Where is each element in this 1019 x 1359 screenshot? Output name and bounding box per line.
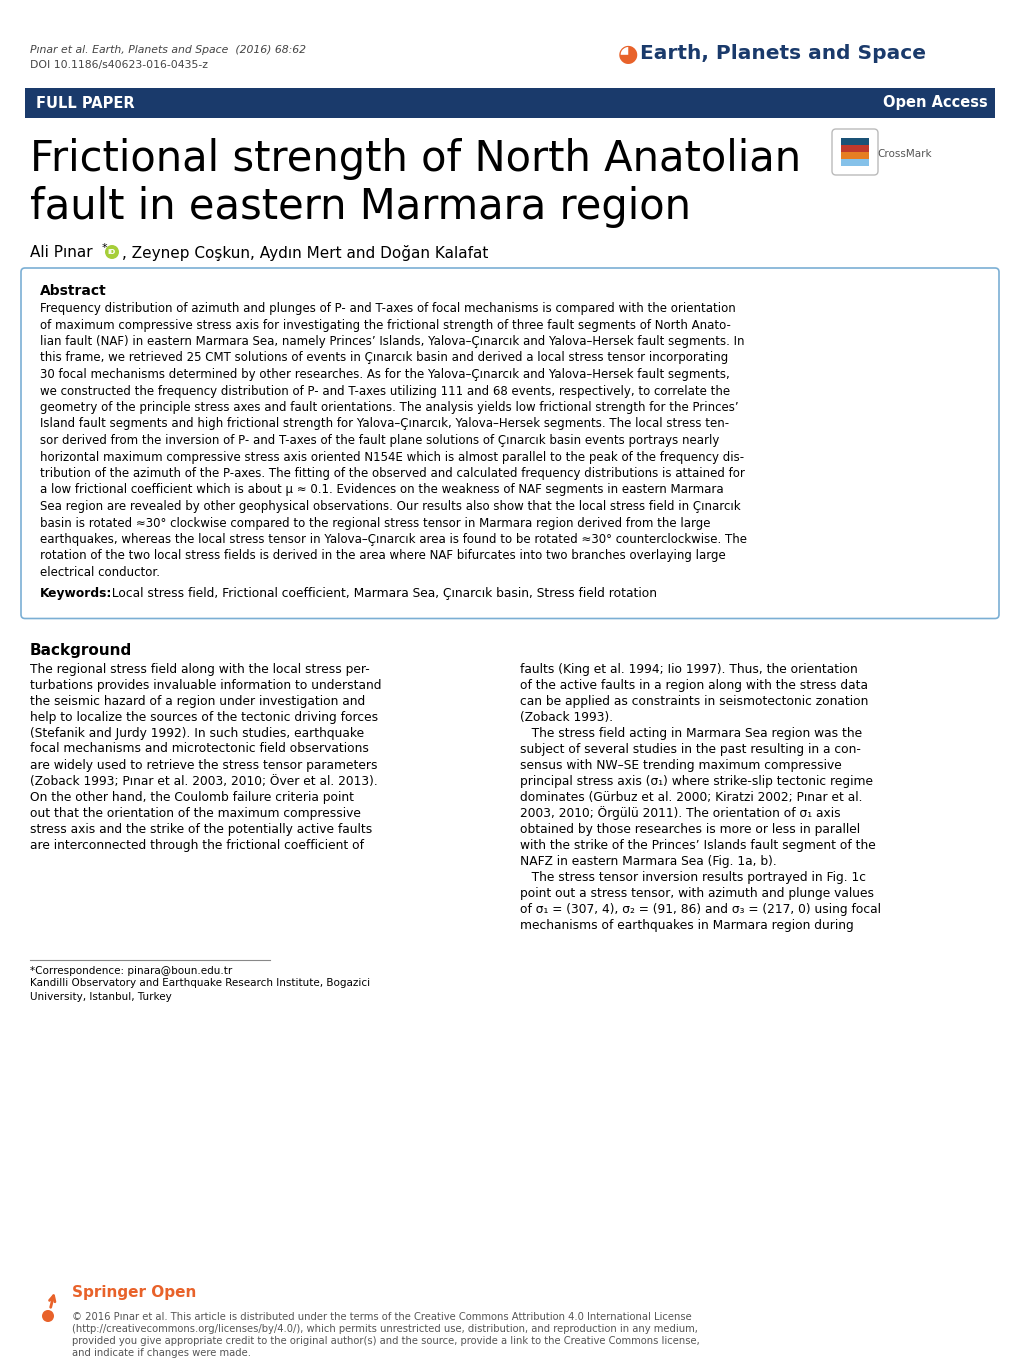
Text: *Correspondence: pinara@boun.edu.tr: *Correspondence: pinara@boun.edu.tr: [30, 965, 232, 976]
Circle shape: [105, 245, 119, 260]
Text: faults (King et al. 1994; Iio 1997). Thus, the orientation: faults (King et al. 1994; Iio 1997). Thu…: [520, 662, 857, 675]
Text: geometry of the principle stress axes and fault orientations. The analysis yield: geometry of the principle stress axes an…: [40, 401, 738, 414]
Text: are interconnected through the frictional coefficient of: are interconnected through the frictiona…: [30, 839, 364, 852]
Text: On the other hand, the Coulomb failure criteria point: On the other hand, the Coulomb failure c…: [30, 791, 354, 803]
Text: The regional stress field along with the local stress per-: The regional stress field along with the…: [30, 662, 370, 675]
Text: obtained by those researches is more or less in parallel: obtained by those researches is more or …: [520, 822, 859, 836]
FancyBboxPatch shape: [841, 145, 868, 151]
Text: fault in eastern Marmara region: fault in eastern Marmara region: [30, 186, 690, 228]
Text: tribution of the azimuth of the P-axes. The fitting of the observed and calculat: tribution of the azimuth of the P-axes. …: [40, 467, 744, 480]
Text: a low frictional coefficient which is about μ ≈ 0.1. Evidences on the weakness o: a low frictional coefficient which is ab…: [40, 484, 722, 496]
Text: NAFZ in eastern Marmara Sea (Fig. 1a, b).: NAFZ in eastern Marmara Sea (Fig. 1a, b)…: [520, 855, 776, 867]
Text: Sea region are revealed by other geophysical observations. Our results also show: Sea region are revealed by other geophys…: [40, 500, 740, 512]
FancyBboxPatch shape: [832, 129, 877, 175]
Text: 30 focal mechanisms determined by other researches. As for the Yalova–Çınarcık a: 30 focal mechanisms determined by other …: [40, 368, 729, 381]
Text: Ali Pınar: Ali Pınar: [30, 245, 93, 260]
Text: Background: Background: [30, 643, 132, 658]
FancyBboxPatch shape: [841, 139, 868, 144]
Text: Island fault segments and high frictional strength for Yalova–Çınarcık, Yalova–H: Island fault segments and high frictiona…: [40, 417, 729, 431]
Text: The stress field acting in Marmara Sea region was the: The stress field acting in Marmara Sea r…: [520, 727, 861, 739]
Text: point out a stress tensor, with azimuth and plunge values: point out a stress tensor, with azimuth …: [520, 886, 873, 900]
Text: mechanisms of earthquakes in Marmara region during: mechanisms of earthquakes in Marmara reg…: [520, 919, 853, 931]
Text: iD: iD: [108, 249, 116, 255]
Text: of maximum compressive stress axis for investigating the frictional strength of : of maximum compressive stress axis for i…: [40, 318, 731, 332]
Text: (Zoback 1993; Pınar et al. 2003, 2010; Över et al. 2013).: (Zoback 1993; Pınar et al. 2003, 2010; Ö…: [30, 775, 377, 787]
Text: we constructed the frequency distribution of P- and T-axes utilizing 111 and 68 : we constructed the frequency distributio…: [40, 385, 730, 397]
Text: © 2016 Pınar et al. This article is distributed under the terms of the Creative : © 2016 Pınar et al. This article is dist…: [72, 1311, 691, 1322]
Text: DOI 10.1186/s40623-016-0435-z: DOI 10.1186/s40623-016-0435-z: [30, 60, 208, 71]
Text: 2003, 2010; Örgülü 2011). The orientation of σ₁ axis: 2003, 2010; Örgülü 2011). The orientatio…: [520, 806, 840, 821]
Text: the seismic hazard of a region under investigation and: the seismic hazard of a region under inv…: [30, 694, 365, 708]
Text: with the strike of the Princes’ Islands fault segment of the: with the strike of the Princes’ Islands …: [520, 839, 875, 852]
Text: are widely used to retrieve the stress tensor parameters: are widely used to retrieve the stress t…: [30, 758, 377, 772]
Text: help to localize the sources of the tectonic driving forces: help to localize the sources of the tect…: [30, 711, 378, 723]
FancyBboxPatch shape: [25, 88, 994, 118]
Text: Frictional strength of North Anatolian: Frictional strength of North Anatolian: [30, 139, 800, 179]
Text: earthquakes, whereas the local stress tensor in Yalova–Çınarcık area is found to: earthquakes, whereas the local stress te…: [40, 533, 746, 546]
Circle shape: [42, 1310, 54, 1322]
Text: of the active faults in a region along with the stress data: of the active faults in a region along w…: [520, 678, 867, 692]
Text: Abstract: Abstract: [40, 284, 107, 298]
Text: principal stress axis (σ₁) where strike-slip tectonic regime: principal stress axis (σ₁) where strike-…: [520, 775, 872, 787]
Text: out that the orientation of the maximum compressive: out that the orientation of the maximum …: [30, 806, 361, 819]
Text: Frequency distribution of azimuth and plunges of P- and T-axes of focal mechanis: Frequency distribution of azimuth and pl…: [40, 302, 735, 315]
Text: this frame, we retrieved 25 CMT solutions of events in Çınarcık basin and derive: this frame, we retrieved 25 CMT solution…: [40, 352, 728, 364]
Text: *: *: [102, 243, 108, 253]
Text: rotation of the two local stress fields is derived in the area where NAF bifurca: rotation of the two local stress fields …: [40, 549, 726, 563]
Text: dominates (Gürbuz et al. 2000; Kiratzi 2002; Pınar et al.: dominates (Gürbuz et al. 2000; Kiratzi 2…: [520, 791, 862, 803]
Text: University, Istanbul, Turkey: University, Istanbul, Turkey: [30, 992, 171, 1002]
Text: can be applied as constraints in seismotectonic zonation: can be applied as constraints in seismot…: [520, 694, 867, 708]
Text: , Zeynep Coşkun, Aydın Mert and Doğan Kalafat: , Zeynep Coşkun, Aydın Mert and Doğan Ka…: [122, 245, 488, 261]
Text: Earth, Planets and Space: Earth, Planets and Space: [639, 43, 925, 63]
Text: turbations provides invaluable information to understand: turbations provides invaluable informati…: [30, 678, 381, 692]
FancyBboxPatch shape: [30, 1275, 100, 1325]
Text: FULL PAPER: FULL PAPER: [36, 95, 135, 110]
Text: sor derived from the inversion of P- and T-axes of the fault plane solutions of : sor derived from the inversion of P- and…: [40, 434, 718, 447]
Text: Pınar et al. Earth, Planets and Space  (2016) 68:62: Pınar et al. Earth, Planets and Space (2…: [30, 45, 306, 54]
Text: Local stress field, Frictional coefficient, Marmara Sea, Çınarcık basin, Stress : Local stress field, Frictional coefficie…: [104, 587, 656, 599]
Text: Keywords:: Keywords:: [40, 587, 112, 599]
Text: (Zoback 1993).: (Zoback 1993).: [520, 711, 612, 723]
Text: Kandilli Observatory and Earthquake Research Institute, Bogazici: Kandilli Observatory and Earthquake Rese…: [30, 978, 370, 988]
Text: The stress tensor inversion results portrayed in Fig. 1c: The stress tensor inversion results port…: [520, 871, 865, 883]
Text: CrossMark: CrossMark: [876, 149, 930, 159]
Text: provided you give appropriate credit to the original author(s) and the source, p: provided you give appropriate credit to …: [72, 1336, 699, 1345]
FancyBboxPatch shape: [21, 268, 998, 618]
Text: (http://creativecommons.org/licenses/by/4.0/), which permits unrestricted use, d: (http://creativecommons.org/licenses/by/…: [72, 1324, 697, 1335]
Text: horizontal maximum compressive stress axis oriented N154E which is almost parall: horizontal maximum compressive stress ax…: [40, 450, 744, 463]
FancyBboxPatch shape: [841, 152, 868, 159]
Text: stress axis and the strike of the potentially active faults: stress axis and the strike of the potent…: [30, 822, 372, 836]
Text: ◕: ◕: [618, 42, 638, 67]
Text: basin is rotated ≈30° clockwise compared to the regional stress tensor in Marmar: basin is rotated ≈30° clockwise compared…: [40, 516, 710, 530]
Text: Open Access: Open Access: [882, 95, 987, 110]
Text: and indicate if changes were made.: and indicate if changes were made.: [72, 1348, 251, 1358]
Text: lian fault (NAF) in eastern Marmara Sea, namely Princes’ Islands, Yalova–Çınarcı: lian fault (NAF) in eastern Marmara Sea,…: [40, 336, 744, 348]
FancyBboxPatch shape: [841, 159, 868, 166]
Text: of σ₁ = (307, 4), σ₂ = (91, 86) and σ₃ = (217, 0) using focal: of σ₁ = (307, 4), σ₂ = (91, 86) and σ₃ =…: [520, 902, 880, 916]
Text: subject of several studies in the past resulting in a con-: subject of several studies in the past r…: [520, 742, 860, 756]
Text: (Stefanik and Jurdy 1992). In such studies, earthquake: (Stefanik and Jurdy 1992). In such studi…: [30, 727, 364, 739]
Text: sensus with NW–SE trending maximum compressive: sensus with NW–SE trending maximum compr…: [520, 758, 841, 772]
Text: Springer Open: Springer Open: [72, 1286, 197, 1301]
Text: electrical conductor.: electrical conductor.: [40, 565, 160, 579]
Text: focal mechanisms and microtectonic field observations: focal mechanisms and microtectonic field…: [30, 742, 369, 756]
